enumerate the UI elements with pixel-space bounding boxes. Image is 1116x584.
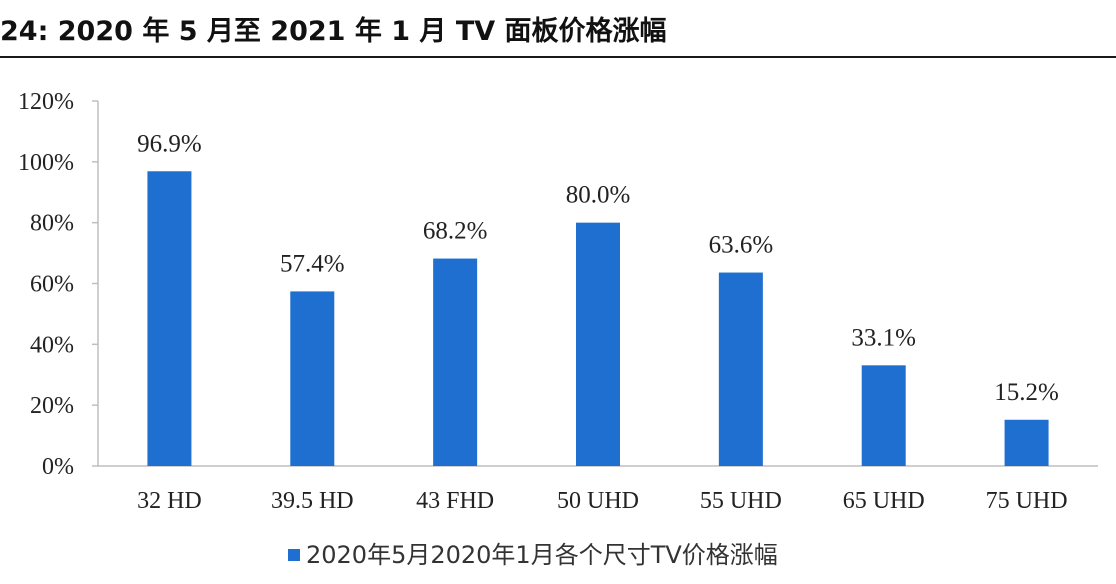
y-tick-label: 20% [30,393,74,419]
x-tick-label: 65 UHD [843,488,925,514]
data-label: 57.4% [280,250,345,277]
bar [1004,419,1049,466]
data-label: 68.2% [423,218,488,245]
data-label: 80.0% [566,182,631,209]
y-tick-label: 60% [30,272,74,298]
y-tick-label: 100% [18,150,74,176]
y-tick-label: 40% [30,332,74,358]
y-tick-label: 0% [42,454,74,480]
x-tick-label: 75 UHD [986,488,1068,514]
bar [861,365,906,466]
y-tick-label: 80% [30,211,74,237]
bar [718,272,763,466]
x-tick-label: 55 UHD [700,488,782,514]
data-label: 96.9% [137,130,202,157]
bar [576,222,620,466]
data-labels: 96.9% 57.4% 68.2% 80.0% 63.6% 33.1% 15.2% [137,130,1059,406]
x-axis: 32 HD 39.5 HD 43 FHD 50 UHD 55 UHD 65 UHD 75 U… [98,465,1098,514]
legend-label: 2020年5月2020年1月各个尺寸TV价格涨幅 [306,541,778,569]
x-tick-label: 32 HD [137,488,202,514]
data-label: 15.2% [994,379,1059,406]
x-tick-label: 43 FHD [416,488,494,514]
data-label: 33.1% [851,324,916,351]
legend-swatch [288,549,300,561]
bar [290,291,335,466]
y-tick-label: 120% [18,89,74,115]
data-label: 63.6% [709,232,774,259]
bar [147,171,192,466]
chart-title: 24: 2020 年 5 月至 2021 年 1 月 TV 面板价格涨幅 [0,16,667,47]
bars [147,171,1049,466]
y-axis: 0% 20% 40% 60% 80% 100% 120% [18,89,99,480]
bar [433,258,478,466]
x-tick-label: 39.5 HD [271,488,354,514]
title-divider [0,56,1116,58]
legend: 2020年5月2020年1月各个尺寸TV价格涨幅 [288,541,778,569]
x-tick-label: 50 UHD [557,488,639,514]
